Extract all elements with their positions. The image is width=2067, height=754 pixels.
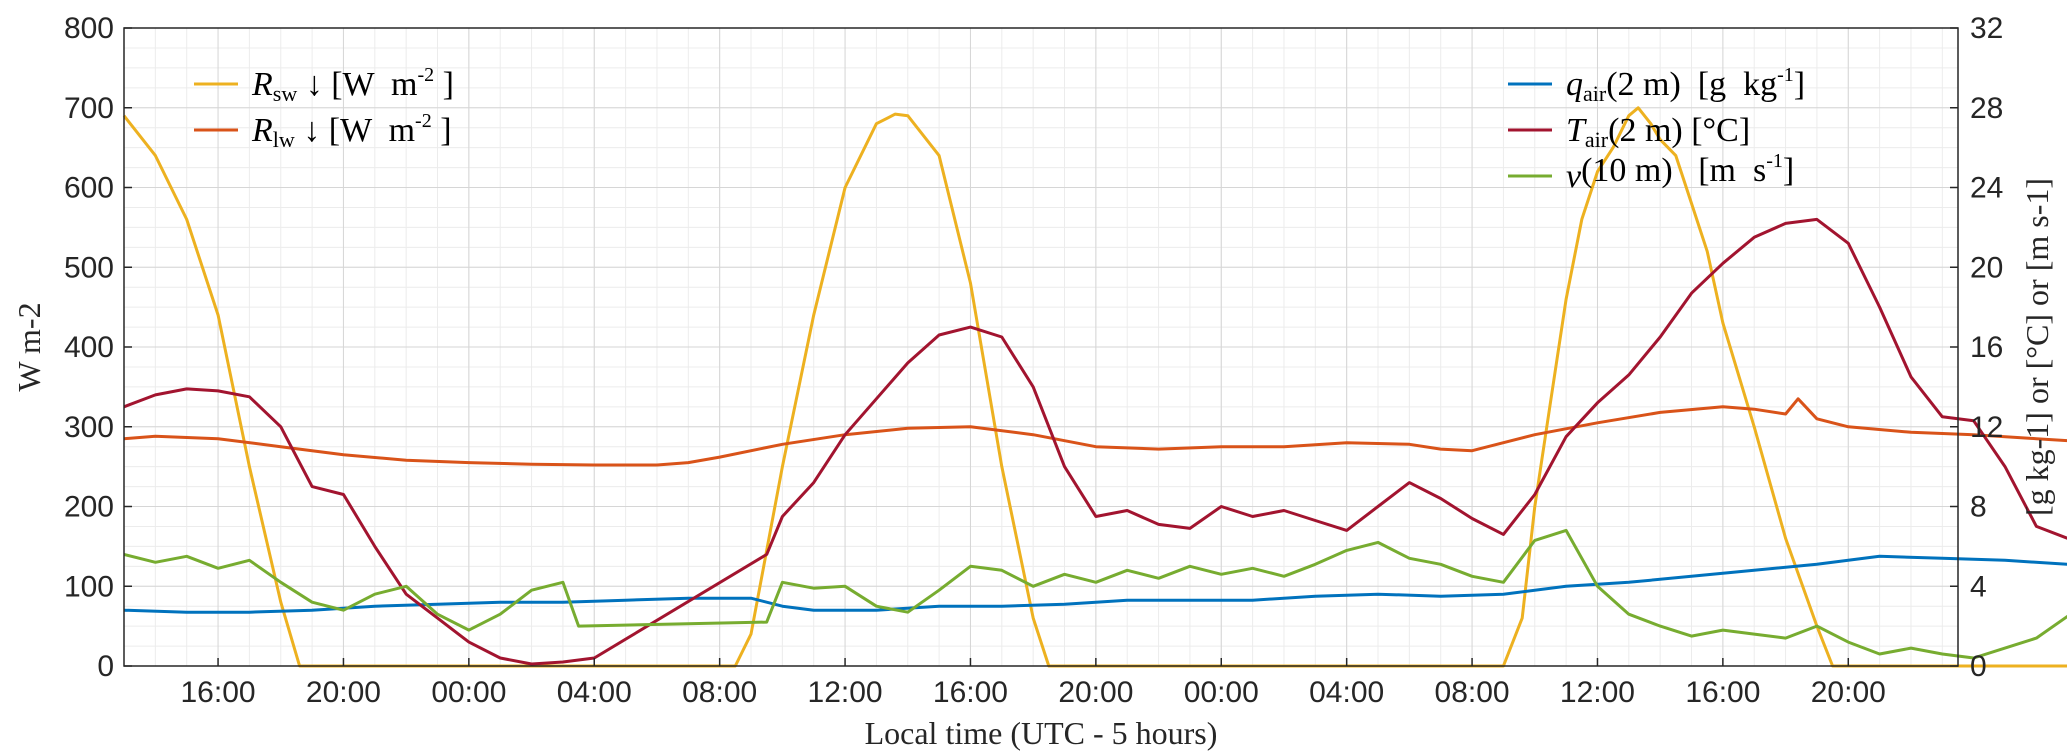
legend-part: air (1585, 127, 1609, 152)
series-line-v10 (123, 528, 2067, 660)
legend-label: Rsw ↓ [W m-2 ] (251, 64, 454, 106)
x-ticks: 16:00 20:00 00:00 04:00 08:00 12:00 16:00 20:00… (181, 658, 1886, 709)
x-tick-label: 08:00 (1435, 676, 1510, 709)
y-right-tick-label: 28 (1970, 92, 2003, 125)
legend-part: R (251, 66, 273, 103)
legend-part: R (251, 112, 273, 149)
series-line-qair (123, 554, 2067, 614)
x-tick-label: 04:00 (1309, 676, 1384, 709)
series-line-rsw (122, 106, 2067, 668)
x-tick-label: 16:00 (1685, 676, 1760, 709)
y-left-tick-label: 800 (64, 12, 114, 45)
y-right-tick-label: 12 (1970, 411, 2003, 444)
y-left-tick-label: 100 (64, 570, 114, 603)
x-tick-label: 08:00 (682, 676, 757, 709)
legend-part: q (1566, 66, 1583, 103)
legend-part: [°C] (1691, 112, 1750, 149)
y-right-tick-label: 8 (1970, 491, 1987, 524)
y-left-tick-label: 0 (97, 650, 114, 683)
legend-part: ] (1783, 152, 1794, 189)
series-layer (122, 106, 2067, 668)
legend-part: [W m (329, 112, 415, 149)
x-axis-label: Local time (UTC - 5 hours) (865, 715, 1218, 751)
legend-part: [g kg (1698, 66, 1777, 103)
axis-labels: Local time (UTC - 5 hours) W m-2 [g kg-1] … (11, 178, 2055, 751)
legend-part: -2 (417, 64, 434, 86)
y-left-tick-label: 300 (64, 411, 114, 444)
y-right-tick-label: 16 (1970, 331, 2003, 364)
legend-entry-rlw: Rlw ↓ [W m-2 ] (194, 110, 452, 152)
legend-part: (10 m) (1581, 152, 1698, 189)
y-left-tick-label: 500 (64, 251, 114, 284)
legend-part: -1 (1777, 64, 1794, 86)
legend-entry-rsw: Rsw ↓ [W m-2 ] (194, 64, 454, 106)
legend-part: (2 m) (1608, 112, 1691, 149)
x-tick-label: 00:00 (1184, 676, 1259, 709)
legend-label: qair(2 m) [g kg-1] (1566, 64, 1805, 106)
y-right-tick-label: 0 (1970, 650, 1987, 683)
x-tick-label: 20:00 (306, 676, 381, 709)
legend-part: sw (273, 81, 298, 106)
legend-label: Rlw ↓ [W m-2 ] (251, 110, 452, 152)
legend: Rsw ↓ [W m-2 ]Rlw ↓ [W m-2 ]qair(2 m) [g… (194, 64, 1805, 195)
legend-part: T (1566, 112, 1587, 149)
series-line-tair (123, 217, 2067, 666)
x-tick-label: 20:00 (1058, 676, 1133, 709)
legend-label: v(10 m) [m s-1] (1566, 150, 1794, 195)
legend-part: ↓ (295, 112, 329, 149)
grid (123, 27, 1958, 667)
legend-entry-qair: qair(2 m) [g kg-1] (1508, 64, 1805, 106)
legend-part: ] (1794, 66, 1805, 103)
y-left-axis-label: W m-2 (11, 302, 47, 391)
y-right-tick-label: 32 (1970, 12, 2003, 45)
x-tick-label: 04:00 (557, 676, 632, 709)
y-right-axis-label: [g kg-1] or [°C] or [m s-1] (2019, 178, 2055, 516)
y-left-tick-label: 400 (64, 331, 114, 364)
legend-part: (2 m) (1606, 66, 1698, 103)
series-line-rlw (123, 397, 2067, 467)
y-right-ticks: 0 4 8 12 16 20 24 28 32 (1950, 12, 2003, 683)
x-tick-label: 16:00 (933, 676, 1008, 709)
legend-entry-v10: v(10 m) [m s-1] (1508, 150, 1794, 195)
x-tick-label: 16:00 (181, 676, 256, 709)
y-right-tick-label: 4 (1970, 570, 1987, 603)
legend-part: ↓ (297, 66, 331, 103)
y-left-ticks: 0 100 200 300 400 500 600 700 800 (64, 12, 132, 683)
legend-part: [W m (331, 66, 417, 103)
legend-entry-tair: Tair(2 m) [°C] (1508, 112, 1750, 152)
x-tick-label: 00:00 (431, 676, 506, 709)
legend-part: ] (434, 66, 454, 103)
legend-label: Tair(2 m) [°C] (1566, 112, 1750, 152)
x-tick-label: 12:00 (808, 676, 883, 709)
x-tick-label: 12:00 (1560, 676, 1635, 709)
legend-part: [m s (1698, 152, 1766, 189)
legend-part: ] (432, 112, 452, 149)
legend-part: air (1583, 81, 1607, 106)
y-left-tick-label: 200 (64, 491, 114, 524)
legend-part: v (1566, 158, 1582, 195)
y-left-tick-label: 600 (64, 172, 114, 205)
legend-part: -2 (415, 110, 432, 132)
legend-part: lw (273, 127, 295, 152)
x-tick-label: 20:00 (1811, 676, 1886, 709)
y-right-tick-label: 24 (1970, 172, 2003, 205)
y-left-tick-label: 700 (64, 92, 114, 125)
legend-part: -1 (1766, 150, 1783, 172)
y-right-tick-label: 20 (1970, 251, 2003, 284)
